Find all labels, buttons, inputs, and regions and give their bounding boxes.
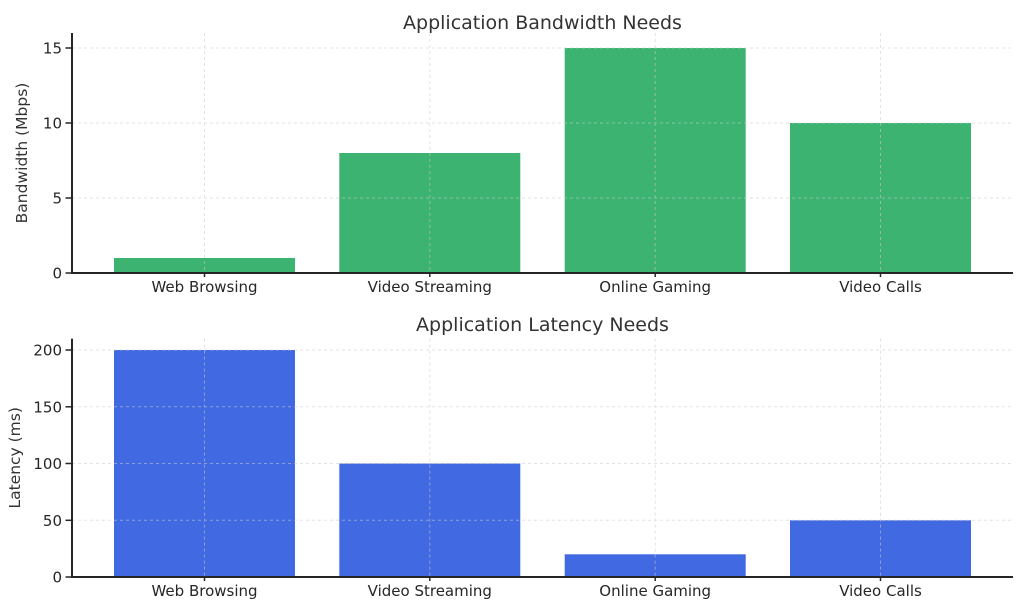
gridlines [72, 338, 1013, 577]
bandwidth-y-axis-label: Bandwidth (Mbps) [13, 83, 31, 224]
y-tick-label: 5 [52, 190, 62, 208]
x-tick-label-video-calls: Video Calls [839, 278, 922, 296]
y-tick-label: 0 [52, 265, 62, 283]
axes-spines [71, 33, 1013, 274]
y-tick-label: 100 [33, 455, 62, 473]
latency-bar-online-gaming [564, 554, 746, 577]
bandwidth-chart-title: Application Bandwidth Needs [403, 12, 682, 34]
x-tick-label-video-calls: Video Calls [839, 582, 922, 600]
y-tick-label: 200 [33, 342, 62, 360]
x-tick-label-video-streaming: Video Streaming [368, 582, 492, 600]
y-tick-label: 0 [52, 569, 62, 587]
y-tick-label: 15 [43, 40, 62, 58]
x-tick-label-web-browsing: Web Browsing [151, 278, 257, 296]
latency-y-axis-label: Latency (ms) [6, 407, 24, 508]
bandwidth-chart: 0 5 10 15 Web Browsing Video Streaming Online … [13, 12, 1013, 296]
bandwidth-bar-web-browsing [114, 258, 295, 273]
latency-chart-title: Application Latency Needs [416, 314, 669, 336]
x-tick-label-web-browsing: Web Browsing [151, 582, 257, 600]
tick-marks [65, 47, 882, 277]
x-tick-label-online-gaming: Online Gaming [599, 278, 711, 296]
axes-spines [71, 338, 1013, 578]
tick-marks [65, 349, 882, 581]
y-tick-label: 10 [43, 115, 62, 133]
x-tick-label-video-streaming: Video Streaming [368, 278, 492, 296]
x-tick-label-online-gaming: Online Gaming [599, 582, 711, 600]
gridlines [72, 33, 1013, 273]
y-tick-label: 50 [43, 512, 62, 530]
latency-chart: 0 50 100 150 200 Web Browsing Video Streaming O… [6, 314, 1013, 600]
y-tick-label: 150 [33, 398, 62, 416]
